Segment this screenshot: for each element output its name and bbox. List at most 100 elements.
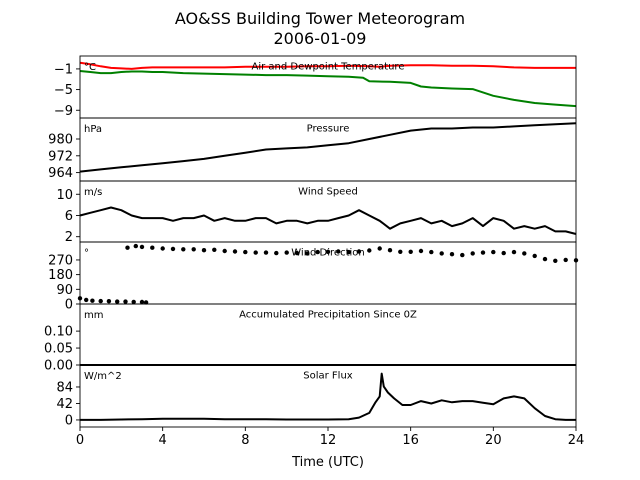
panel-6: 042 84 W/m^2 Solar Flux [56, 364, 577, 428]
x-axis-label: Time (UTC) [291, 455, 364, 470]
data-point [123, 299, 128, 304]
y-tick-label: 10 [56, 188, 73, 203]
data-point [315, 249, 320, 255]
panel-title: Pressure [307, 124, 350, 135]
x-tick-label: 0 [76, 433, 84, 448]
data-point [294, 250, 300, 256]
panel-title: Accumulated Precipitation Since 0Z [239, 310, 417, 321]
data-point [356, 249, 362, 254]
panel-title: Wind Direction [291, 248, 365, 259]
data-point [263, 250, 269, 255]
data-point [429, 249, 434, 255]
data-point [408, 249, 413, 254]
series-line-1 [79, 206, 577, 235]
panel-5: 0.00 0.05 0.10 mm Accumulated Precipitation … [44, 303, 577, 374]
y-tick-label: 84 [56, 380, 73, 395]
data-point [115, 299, 120, 304]
data-point [522, 251, 527, 256]
y-tick-label: −5 [54, 83, 73, 98]
y-tick-label: −9 [54, 104, 73, 119]
y-tick-label: 964 [48, 166, 73, 181]
series-line-1 [79, 61, 576, 70]
panel-unit: ° [84, 248, 89, 259]
data-point [491, 249, 496, 255]
panel-1: −1 −5 −9 °C Air and Dewpoint Temperature [54, 55, 577, 119]
y-tick-label: 90 [56, 283, 73, 298]
y-tick-label: 0 [65, 413, 73, 428]
y-tick-label: 6 [65, 209, 73, 224]
y-tick-label: −1 [54, 62, 73, 77]
x-tick-label: 24 [568, 433, 585, 448]
data-point [274, 250, 279, 256]
y-tick-label: 180 [48, 268, 73, 283]
data-point [367, 248, 372, 253]
data-point [511, 249, 517, 255]
data-point [398, 249, 403, 254]
data-point [133, 243, 138, 249]
panel-unit: W/m^2 [84, 371, 122, 382]
series-1 [77, 296, 149, 305]
data-point [253, 250, 258, 255]
data-point [143, 300, 149, 305]
panel-title: Solar Flux [303, 371, 353, 382]
data-point [139, 299, 145, 305]
x-tick-label: 20 [485, 433, 502, 448]
data-point [284, 250, 289, 255]
data-point [418, 248, 424, 254]
panel-unit: hPa [84, 124, 102, 135]
data-point [232, 249, 238, 254]
data-point [150, 245, 155, 250]
data-point [325, 249, 331, 254]
series-line-1 [79, 122, 577, 173]
data-point [191, 247, 196, 252]
y-tick-label: 0.10 [44, 325, 73, 340]
data-point [181, 247, 186, 252]
data-point [305, 251, 310, 256]
data-point [553, 258, 558, 263]
data-point [139, 244, 145, 250]
y-tick-label: 0.05 [44, 342, 73, 357]
data-point [170, 246, 176, 252]
figure-date: 2006-01-09 [274, 29, 367, 48]
data-point [346, 249, 351, 255]
panel-unit: mm [84, 310, 103, 321]
series-2 [125, 243, 579, 263]
data-point [222, 248, 227, 254]
data-point [212, 247, 217, 252]
figure-title: AO&SS Building Tower Meteorogram [175, 9, 465, 28]
data-point [160, 246, 165, 251]
data-point [84, 297, 89, 303]
data-point [106, 299, 112, 304]
data-point [501, 250, 506, 256]
x-tick-label: 4 [159, 433, 167, 448]
data-point [377, 246, 382, 251]
data-point [125, 245, 130, 250]
y-tick-label: 0 [65, 298, 73, 313]
data-point [480, 250, 486, 255]
series-line-1 [80, 372, 576, 421]
panel-title: Wind Speed [298, 187, 358, 198]
data-point [532, 253, 537, 259]
data-point [563, 257, 568, 263]
data-point [98, 298, 103, 304]
data-point [336, 249, 341, 254]
chart-panels: −1−5−9°C Air and Dewpoint Temperature9649… [44, 55, 579, 428]
x-tick-label: 12 [320, 433, 337, 448]
x-tick-label: 8 [241, 433, 249, 448]
y-tick-label: 0.00 [44, 359, 73, 374]
y-tick-label: 980 [48, 133, 73, 148]
data-point [542, 256, 548, 262]
y-tick-label: 972 [48, 149, 73, 164]
panel-unit: m/s [84, 187, 102, 198]
panel-title: Air and Dewpoint Temperature [252, 62, 405, 73]
y-tick-label: 2 [65, 230, 73, 245]
series-line-2 [79, 70, 577, 108]
y-tick-label: 270 [48, 253, 73, 268]
data-point [387, 248, 393, 253]
data-point [470, 251, 475, 256]
x-tick-label: 16 [402, 433, 419, 448]
data-point [449, 252, 455, 257]
